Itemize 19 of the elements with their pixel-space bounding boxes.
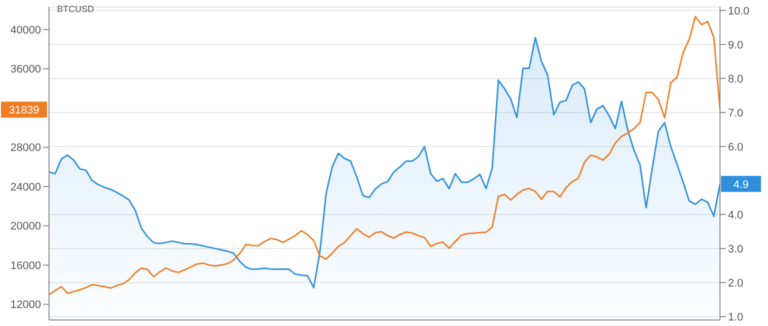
y2-tick-label: 3.0 [728,243,744,256]
text: 4.9 [733,178,749,191]
text: 31839 [8,104,40,117]
y2-tick-label: 7.0 [728,107,744,120]
y2-tick-label: 8.0 [728,73,744,86]
y2-tick-label: 2.0 [728,277,744,290]
y-tick-label: 36000 [10,64,41,76]
y-tick-label: 40000 [10,24,41,36]
y2-tick-label: 1.0 [728,312,744,324]
y-tick-label: 20000 [10,220,41,233]
chart-title: BTCUSD [57,4,94,14]
y2-tick-label: 9.0 [728,39,744,52]
y2-tick-label: 10.0 [728,5,750,18]
y-tick-label: 12000 [10,299,41,312]
y2-tick-label: 4.0 [728,209,744,222]
y2-tick-label: 6.0 [728,141,744,154]
y-tick-label: 24000 [10,181,41,194]
y-tick-label: 28000 [10,142,41,154]
y-tick-label: 16000 [10,260,41,272]
